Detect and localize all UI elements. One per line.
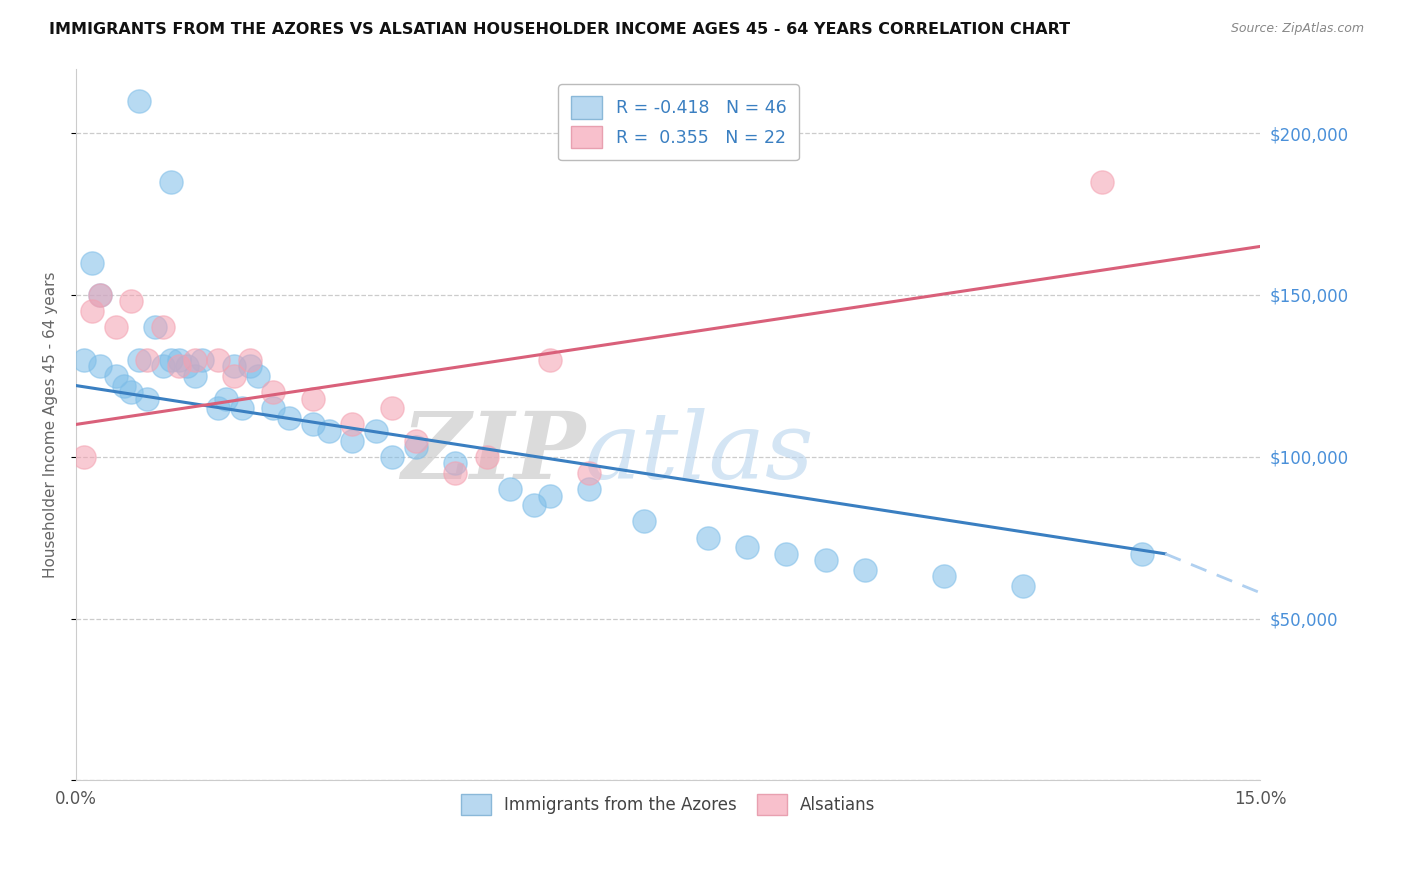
Point bbox=[89, 288, 111, 302]
Point bbox=[381, 450, 404, 464]
Point bbox=[222, 359, 245, 374]
Point bbox=[405, 434, 427, 448]
Point bbox=[207, 352, 229, 367]
Point bbox=[381, 401, 404, 416]
Point bbox=[302, 417, 325, 432]
Point bbox=[104, 368, 127, 383]
Point bbox=[523, 498, 546, 512]
Point bbox=[89, 288, 111, 302]
Point bbox=[215, 392, 238, 406]
Point bbox=[263, 385, 285, 400]
Point bbox=[167, 359, 190, 374]
Point bbox=[73, 450, 96, 464]
Text: Source: ZipAtlas.com: Source: ZipAtlas.com bbox=[1230, 22, 1364, 36]
Point bbox=[735, 541, 758, 555]
Point bbox=[342, 434, 364, 448]
Point bbox=[152, 320, 174, 334]
Point bbox=[1012, 579, 1035, 593]
Point bbox=[263, 401, 285, 416]
Point bbox=[278, 411, 301, 425]
Point bbox=[853, 563, 876, 577]
Point bbox=[136, 352, 159, 367]
Point bbox=[318, 424, 340, 438]
Point bbox=[239, 352, 262, 367]
Point bbox=[128, 352, 150, 367]
Point bbox=[499, 482, 522, 496]
Point bbox=[73, 352, 96, 367]
Point bbox=[364, 424, 387, 438]
Point bbox=[578, 482, 600, 496]
Point bbox=[246, 368, 269, 383]
Point bbox=[143, 320, 166, 334]
Point bbox=[89, 359, 111, 374]
Point bbox=[80, 304, 103, 318]
Point bbox=[633, 515, 655, 529]
Point bbox=[160, 175, 183, 189]
Y-axis label: Householder Income Ages 45 - 64 years: Householder Income Ages 45 - 64 years bbox=[44, 271, 58, 578]
Point bbox=[191, 352, 214, 367]
Point bbox=[167, 352, 190, 367]
Point bbox=[538, 352, 561, 367]
Point bbox=[1130, 547, 1153, 561]
Point bbox=[80, 255, 103, 269]
Point bbox=[183, 368, 205, 383]
Point bbox=[222, 368, 245, 383]
Text: IMMIGRANTS FROM THE AZORES VS ALSATIAN HOUSEHOLDER INCOME AGES 45 - 64 YEARS COR: IMMIGRANTS FROM THE AZORES VS ALSATIAN H… bbox=[49, 22, 1070, 37]
Point bbox=[696, 531, 718, 545]
Point bbox=[444, 466, 467, 480]
Point bbox=[302, 392, 325, 406]
Point bbox=[112, 378, 135, 392]
Point bbox=[160, 352, 183, 367]
Legend: Immigrants from the Azores, Alsatians: Immigrants from the Azores, Alsatians bbox=[451, 784, 886, 825]
Point bbox=[775, 547, 797, 561]
Point bbox=[231, 401, 253, 416]
Text: ZIP: ZIP bbox=[401, 408, 585, 498]
Text: atlas: atlas bbox=[585, 408, 814, 498]
Point bbox=[128, 94, 150, 108]
Point bbox=[239, 359, 262, 374]
Point bbox=[475, 450, 498, 464]
Point bbox=[578, 466, 600, 480]
Point bbox=[176, 359, 198, 374]
Point bbox=[538, 489, 561, 503]
Point bbox=[405, 440, 427, 454]
Point bbox=[120, 294, 142, 309]
Point bbox=[207, 401, 229, 416]
Point bbox=[342, 417, 364, 432]
Point bbox=[152, 359, 174, 374]
Point bbox=[183, 352, 205, 367]
Point bbox=[444, 456, 467, 470]
Point bbox=[120, 385, 142, 400]
Point bbox=[104, 320, 127, 334]
Point bbox=[814, 553, 837, 567]
Point bbox=[934, 569, 956, 583]
Point bbox=[136, 392, 159, 406]
Point bbox=[1091, 175, 1114, 189]
